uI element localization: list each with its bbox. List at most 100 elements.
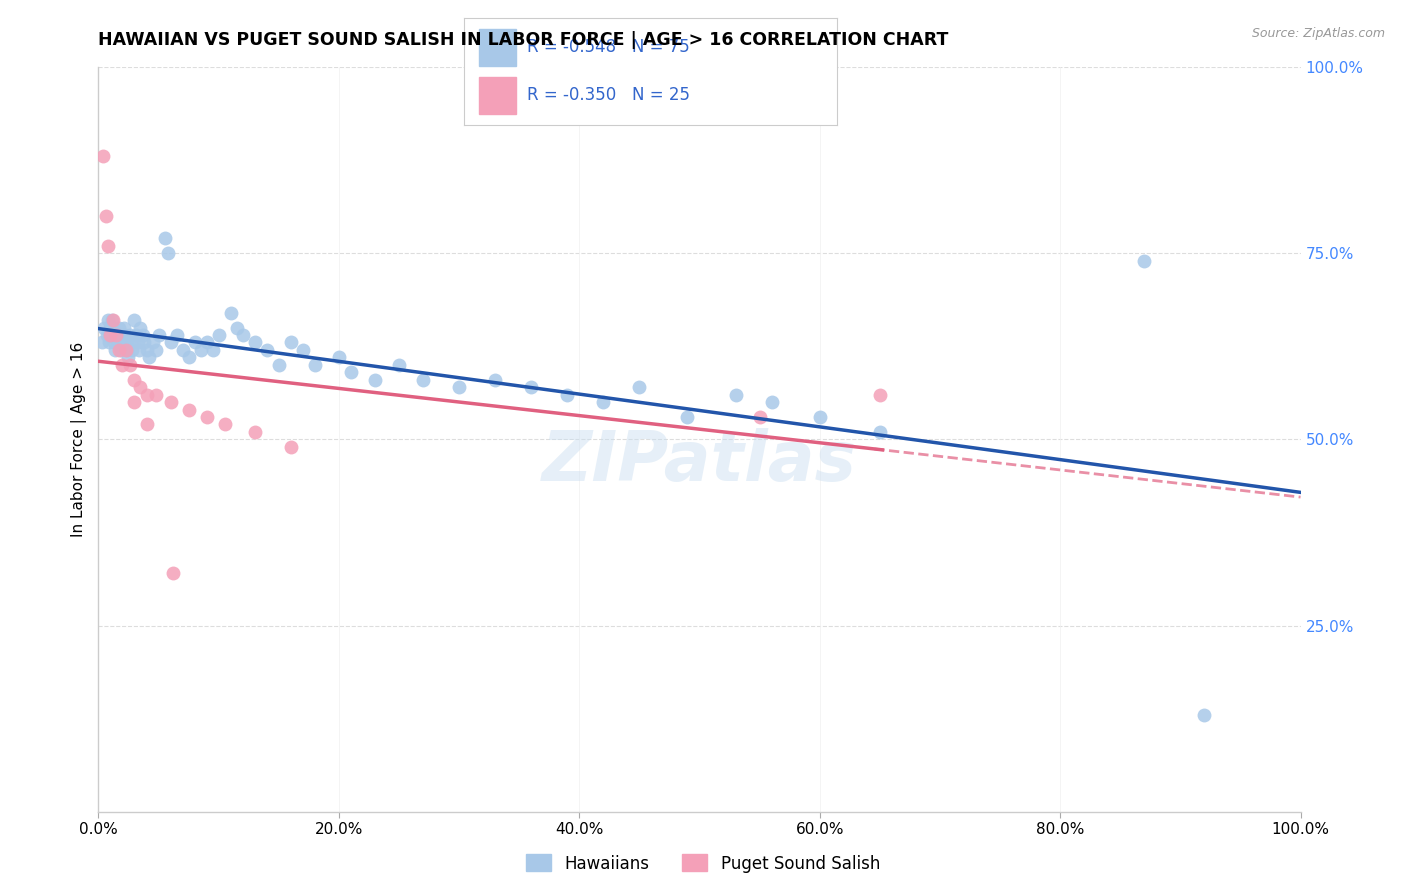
Point (135, 417, 157, 432)
Point (159, 395, 181, 409)
Point (761, 395, 783, 409)
Point (132, 328, 155, 343)
Text: R = -0.350   N = 25: R = -0.350 N = 25 (527, 87, 690, 104)
Point (101, 313, 124, 327)
Point (124, 373, 146, 387)
Point (219, 306, 242, 320)
Point (114, 328, 136, 343)
Point (592, 395, 614, 409)
Point (190, 343, 212, 357)
Point (195, 335, 218, 350)
Point (256, 343, 278, 357)
Text: R = -0.548   N = 75: R = -0.548 N = 75 (527, 38, 690, 56)
Point (869, 387, 891, 401)
Point (96, 328, 118, 343)
Point (141, 335, 163, 350)
Point (447, 380, 470, 394)
Point (555, 387, 578, 401)
Point (145, 343, 167, 357)
Point (100, 320, 122, 334)
Point (280, 335, 302, 350)
Point (208, 328, 231, 343)
Point (138, 351, 160, 365)
Point (108, 343, 131, 357)
Point (328, 351, 350, 365)
Point (291, 343, 314, 357)
Point (100, 328, 122, 343)
Point (101, 320, 124, 334)
Point (412, 373, 434, 387)
Point (108, 320, 131, 334)
Point (91, 149, 114, 163)
Point (93, 320, 115, 334)
Point (157, 246, 180, 260)
Point (748, 409, 770, 424)
Point (214, 417, 236, 432)
Point (808, 409, 831, 424)
Point (148, 328, 170, 343)
Point (105, 328, 128, 343)
Point (105, 328, 128, 343)
Point (129, 320, 152, 334)
Point (100, 328, 122, 343)
Text: HAWAIIAN VS PUGET SOUND SALISH IN LABOR FORCE | AGE > 16 CORRELATION CHART: HAWAIIAN VS PUGET SOUND SALISH IN LABOR … (98, 31, 949, 49)
Point (115, 335, 138, 350)
Bar (479, 77, 516, 114)
Point (129, 380, 152, 394)
Point (100, 313, 122, 327)
Point (364, 373, 387, 387)
Point (159, 335, 181, 350)
Point (120, 335, 142, 350)
Point (107, 335, 129, 350)
Text: Source: ZipAtlas.com: Source: ZipAtlas.com (1251, 27, 1385, 40)
Point (628, 380, 651, 394)
Point (153, 231, 176, 245)
Point (280, 440, 302, 454)
Text: ZIPatlas: ZIPatlas (541, 428, 858, 495)
Point (145, 387, 167, 401)
Point (121, 343, 143, 357)
Point (232, 328, 254, 343)
Point (520, 380, 543, 394)
Point (128, 343, 150, 357)
Point (243, 335, 266, 350)
Point (110, 343, 132, 357)
Point (97, 238, 120, 252)
Point (162, 566, 184, 581)
Point (340, 365, 363, 379)
Point (104, 343, 127, 357)
Point (183, 335, 205, 350)
Point (98, 335, 121, 350)
Point (177, 402, 200, 417)
Point (112, 320, 135, 334)
Point (125, 328, 148, 343)
Point (225, 320, 247, 334)
Point (166, 328, 188, 343)
Point (97, 313, 120, 327)
Point (869, 425, 891, 439)
Point (724, 387, 747, 401)
Point (111, 335, 134, 350)
Point (388, 358, 411, 372)
Point (201, 343, 224, 357)
Point (124, 313, 146, 327)
Point (118, 328, 141, 343)
Point (676, 409, 699, 424)
Point (132, 335, 155, 350)
Point (1133, 253, 1156, 268)
Point (108, 328, 131, 343)
Point (304, 358, 326, 372)
Point (124, 395, 146, 409)
Y-axis label: In Labor Force | Age > 16: In Labor Force | Age > 16 (72, 342, 87, 537)
Point (115, 343, 138, 357)
Point (118, 358, 141, 372)
Point (91, 335, 114, 350)
Point (267, 358, 290, 372)
Bar (479, 29, 516, 66)
Point (94, 209, 117, 223)
Point (117, 343, 139, 357)
Point (135, 387, 157, 401)
Point (127, 335, 149, 350)
Point (1194, 707, 1216, 722)
Point (172, 343, 194, 357)
